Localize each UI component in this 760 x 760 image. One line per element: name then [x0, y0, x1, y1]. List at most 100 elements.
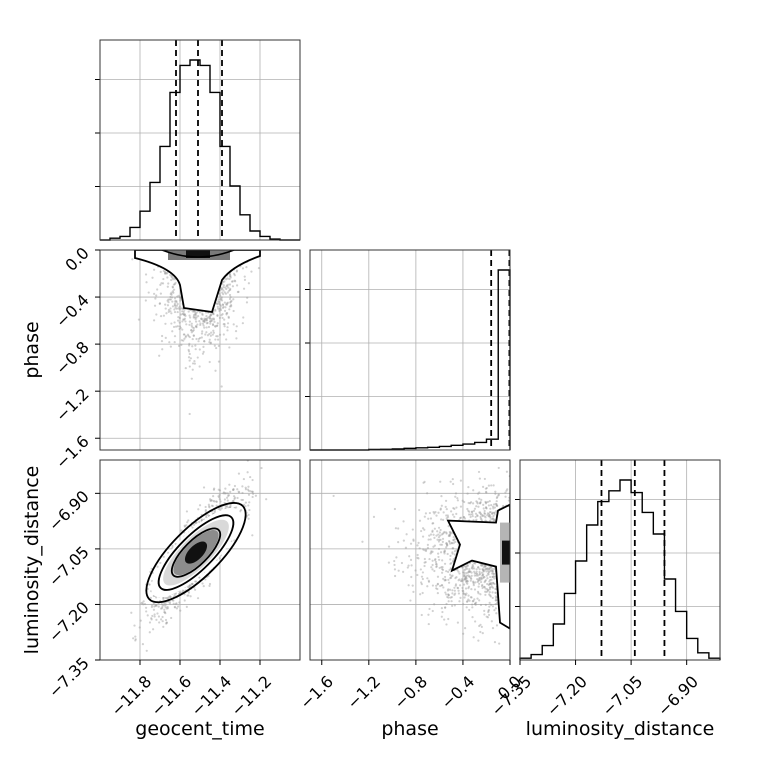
scatter-point [487, 608, 490, 612]
scatter-point [225, 338, 228, 341]
scatter-point [195, 337, 198, 341]
scatter-point [187, 334, 190, 338]
panel-frame-geocent_time-phase [99, 249, 301, 451]
scatter-point [445, 593, 448, 596]
scatter-point [162, 314, 165, 317]
scatter-point [193, 360, 196, 363]
scatter-point [479, 630, 482, 634]
scatter-point [485, 506, 488, 510]
scatter-point [468, 575, 471, 578]
scatter-point [409, 542, 413, 545]
scatter-point [172, 288, 176, 291]
scatter-point [197, 508, 200, 511]
scatter-point [173, 282, 176, 286]
scatter-point [438, 457, 440, 459]
scatter-point [486, 514, 489, 517]
scatter-point [457, 579, 460, 582]
scatter-point [476, 590, 480, 593]
scatter-point [201, 318, 204, 321]
scatter-point [491, 605, 495, 608]
scatter-point [225, 284, 229, 287]
scatter-point [213, 320, 216, 323]
scatter-point [428, 557, 431, 561]
scatter-point [476, 572, 479, 576]
scatter-point [206, 513, 209, 516]
scatter-point [436, 538, 439, 541]
scatter-point [225, 303, 229, 306]
scatter-point [185, 524, 188, 527]
scatter-point [493, 511, 496, 514]
scatter-point [488, 571, 491, 574]
scatter-point [155, 604, 158, 607]
scatter-point [424, 512, 428, 515]
scatter-point [164, 322, 167, 325]
scatter-point [506, 488, 509, 491]
scatter-point [166, 285, 169, 288]
scatter-point [492, 484, 495, 487]
scatter-point [474, 581, 477, 584]
scatter-point [456, 621, 460, 624]
scatter-point [227, 494, 231, 497]
x-tick-label-geocent_time: −11.8 [107, 672, 155, 720]
scatter-point [424, 561, 427, 564]
scatter-point [141, 643, 145, 646]
scatter-point [431, 609, 434, 613]
scatter-point [226, 322, 230, 325]
scatter-point [484, 593, 487, 596]
scatter-point [169, 292, 172, 296]
scatter-point [212, 312, 215, 315]
scatter-point [241, 485, 244, 488]
scatter-point [166, 605, 169, 609]
scatter-point [171, 285, 174, 288]
scatter-point [427, 538, 430, 541]
scatter-point [449, 573, 452, 576]
scatter-point [145, 281, 148, 284]
scatter-point [478, 491, 481, 494]
scatter-point [428, 607, 431, 611]
scatter-point [463, 578, 466, 581]
scatter-point [471, 512, 474, 516]
scatter-point [493, 518, 496, 521]
scatter-point [217, 300, 220, 303]
scatter-point [443, 550, 446, 554]
scatter-point [448, 568, 451, 572]
scatter-point [485, 570, 488, 573]
scatter-point [241, 498, 245, 502]
scatter-point [164, 603, 167, 606]
scatter-point [494, 591, 497, 594]
scatter-point [421, 535, 425, 538]
scatter-point [157, 605, 160, 608]
scatter-point [464, 593, 467, 596]
scatter-point [455, 549, 458, 552]
scatter-point [228, 305, 232, 308]
scatter-point [219, 500, 222, 503]
scatter-point [449, 576, 453, 579]
scatter-point [440, 504, 443, 507]
scatter-point [488, 580, 491, 583]
scatter-point [223, 318, 226, 321]
scatter-point [483, 575, 486, 579]
x-axis-label-luminosity_distance: luminosity_distance [526, 718, 715, 740]
scatter-point [208, 506, 211, 509]
scatter-point [213, 487, 216, 490]
scatter-point [220, 299, 224, 302]
scatter-point [183, 337, 186, 340]
scatter-point [222, 322, 225, 326]
scatter-point [214, 369, 217, 372]
scatter-point [439, 508, 442, 511]
scatter-point [472, 584, 475, 587]
scatter-point [440, 518, 443, 521]
scatter-point [188, 359, 191, 362]
scatter-point [194, 580, 197, 583]
scatter-point [157, 615, 161, 618]
scatter-point [247, 513, 250, 516]
scatter-point [447, 593, 450, 597]
scatter-point [134, 638, 137, 641]
scatter-point [466, 507, 469, 511]
scatter-point [213, 510, 216, 513]
scatter-point [482, 503, 485, 506]
scatter-point [164, 618, 168, 622]
scatter-point [199, 322, 202, 325]
scatter-point [453, 586, 456, 589]
scatter-point [493, 577, 496, 580]
